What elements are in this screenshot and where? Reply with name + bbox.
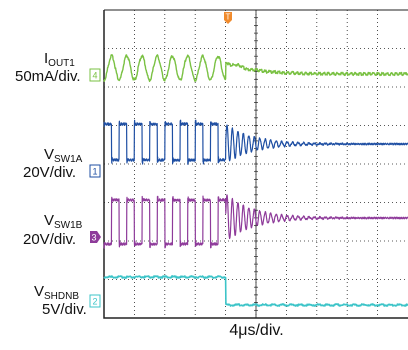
trigger-marker: T: [224, 12, 232, 24]
traces: [103, 54, 408, 307]
marker-vsw1a: 1: [89, 164, 101, 178]
scale-iout1: 50mA/div.: [15, 68, 81, 85]
channel-markers: 4 1 3 2: [89, 68, 101, 308]
label-vsw1a: VSW1A: [44, 146, 83, 166]
trace-iout1: [103, 54, 408, 83]
marker-iout1: 4: [89, 68, 101, 82]
scale-vsw1b: 20V/div.: [23, 231, 77, 248]
marker-vshdnb: 2: [89, 294, 101, 308]
svg-text:T: T: [226, 13, 231, 22]
trace-vsw1a: [103, 119, 408, 165]
marker-label: 1: [92, 167, 97, 177]
label-iout1: IOUT1: [44, 50, 75, 70]
marker-label: 2: [92, 297, 97, 307]
marker-vsw1b: 3: [90, 231, 101, 243]
label-vsw1b: VSW1B: [44, 212, 83, 232]
time-division-label: 4μs/div.: [229, 322, 284, 339]
label-vshdnb: VSHDNB: [34, 283, 80, 303]
marker-label: 3: [91, 233, 96, 243]
grid: [103, 9, 408, 319]
scale-vsw1a: 20V/div.: [23, 164, 77, 181]
trace-vsw1b: [103, 194, 408, 249]
scale-vshdnb: 5V/div.: [42, 301, 87, 318]
plot-frame: [103, 10, 408, 319]
marker-label: 4: [92, 71, 97, 81]
trace-vshdnb: [103, 275, 408, 307]
